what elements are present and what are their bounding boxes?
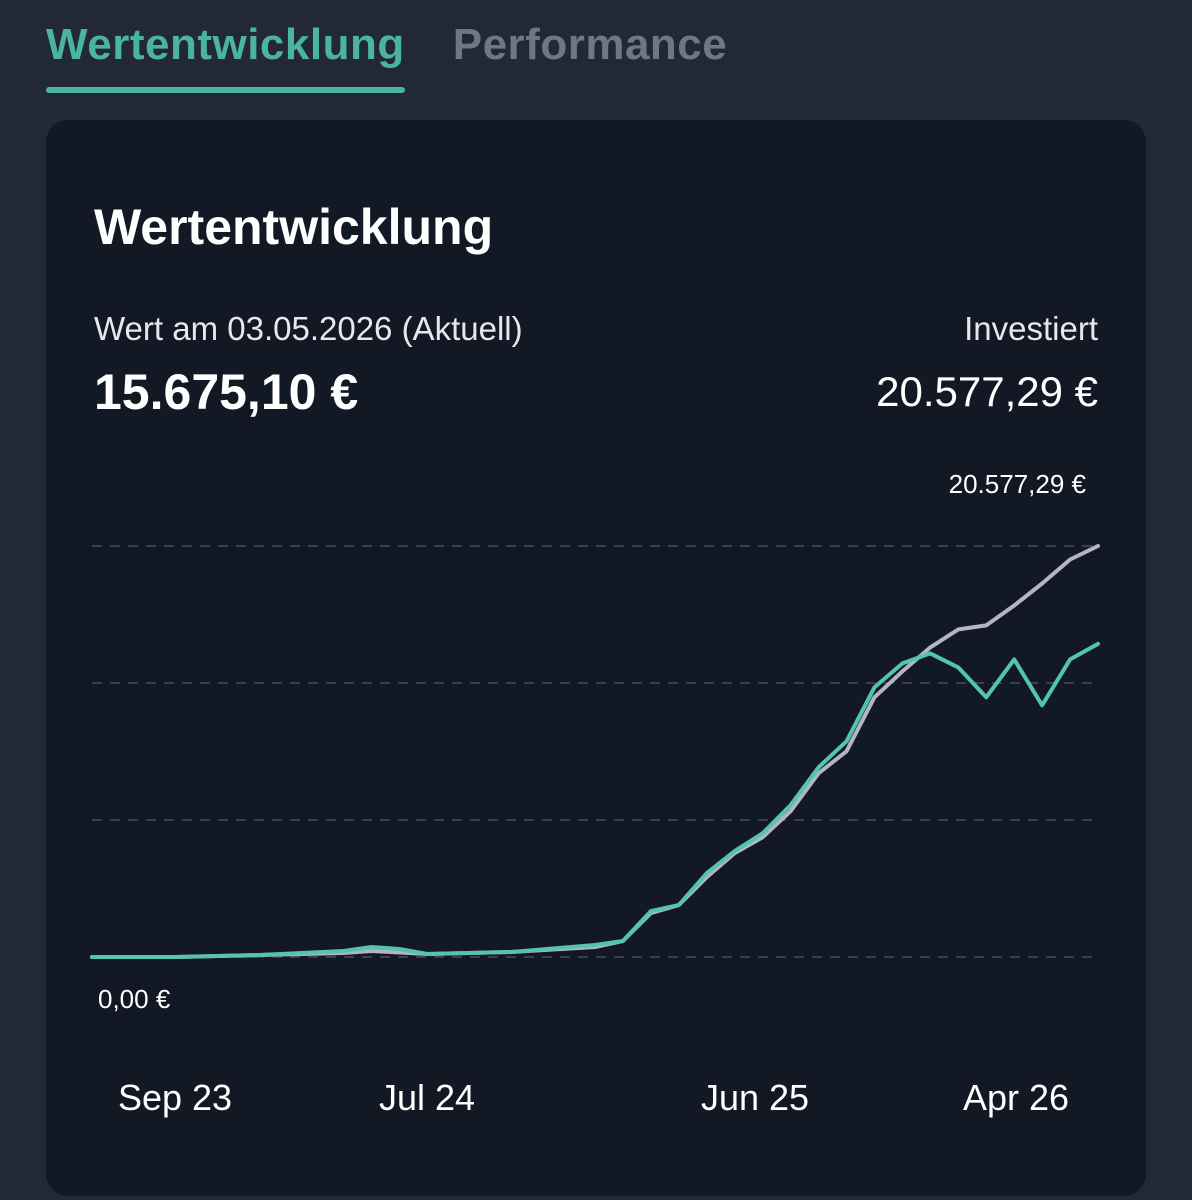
x-tick-label: Jun 25: [701, 1077, 809, 1118]
invested-series-line: [90, 544, 1100, 959]
y-tick-min-label: 0,00 €: [98, 984, 171, 1014]
card-title: Wertentwicklung: [94, 199, 494, 255]
chart-grid: [92, 545, 1098, 958]
x-tick-label: Sep 23: [118, 1077, 232, 1118]
y-tick-max-label: 20.577,29 €: [949, 469, 1087, 499]
x-tick-label: Apr 26: [963, 1077, 1069, 1118]
tab-performance-label: Performance: [452, 20, 728, 69]
invested-amount: 20.577,29 €: [876, 368, 1098, 415]
x-tick-label: Jul 24: [379, 1077, 475, 1118]
current-value-label: Wert am 03.05.2026 (Aktuell): [94, 310, 523, 347]
tab-wertentwicklung-label: Wertentwicklung: [46, 20, 405, 69]
tab-bar: Wertentwicklung Performance: [46, 0, 727, 96]
value-chart: 20.577,29 € 0,00 € Sep 23 Jul 24 Jun 25 …: [90, 469, 1100, 1118]
tab-performance[interactable]: Performance: [453, 0, 728, 96]
chart-lines: [90, 544, 1100, 959]
current-value-amount: 15.675,10 €: [94, 364, 359, 420]
tab-wertentwicklung[interactable]: Wertentwicklung: [46, 0, 405, 96]
active-tab-underline: [46, 87, 405, 93]
wertentwicklung-card: 20.577,29 € 0,00 € Sep 23 Jul 24 Jun 25 …: [46, 120, 1146, 1196]
value-series-line: [90, 641, 1100, 959]
invested-label: Investiert: [964, 310, 1098, 347]
